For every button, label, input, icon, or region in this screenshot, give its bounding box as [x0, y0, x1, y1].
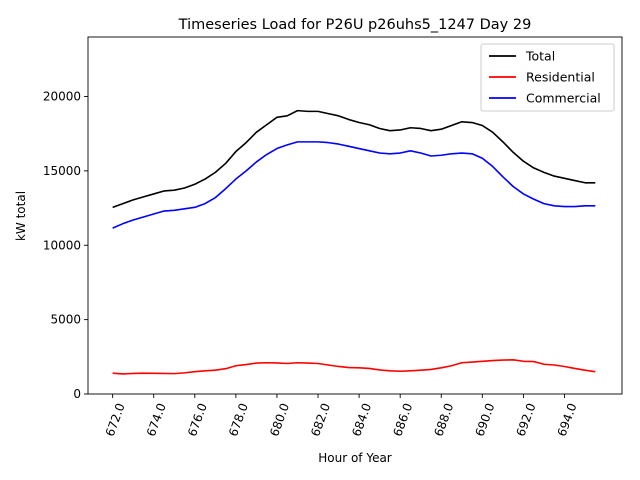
series-line-total	[112, 109, 596, 209]
y-tick-label: 5000	[50, 313, 81, 327]
series-line-residential	[112, 358, 596, 375]
legend-label-commercial: Commercial	[526, 91, 601, 106]
x-axis-label: Hour of Year	[318, 451, 392, 465]
y-tick-label: 15000	[43, 164, 81, 178]
legend-label-total: Total	[525, 49, 555, 64]
chart-title: Timeseries Load for P26U p26uhs5_1247 Da…	[178, 17, 532, 33]
y-tick-label: 10000	[43, 238, 81, 252]
y-axis-label: kW total	[14, 191, 28, 241]
series-line-commercial	[112, 141, 596, 229]
plot-frame	[87, 36, 623, 395]
legend-box	[480, 43, 615, 112]
y-tick-label: 20000	[43, 90, 81, 104]
legend-label-residential: Residential	[526, 70, 595, 85]
y-tick-label: 0	[73, 387, 81, 401]
